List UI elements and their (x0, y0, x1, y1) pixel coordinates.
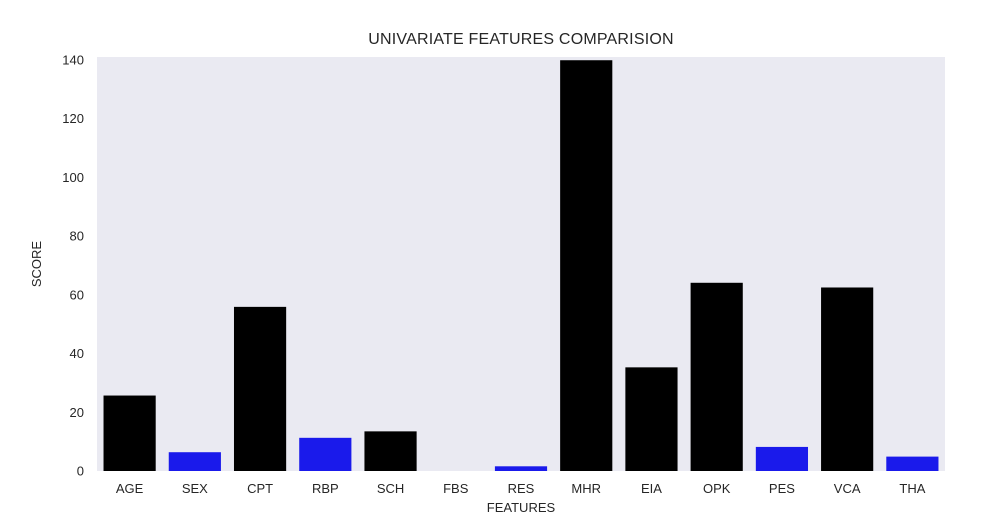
x-tick-label: THA (899, 481, 925, 496)
x-tick-label: SCH (377, 481, 404, 496)
x-tick-label: RBP (312, 481, 339, 496)
x-tick-label: AGE (116, 481, 144, 496)
y-tick-label: 0 (77, 464, 84, 479)
x-tick-label: OPK (703, 481, 731, 496)
bar-opk (690, 282, 743, 471)
x-tick-label: VCA (834, 481, 861, 496)
bar-res (494, 466, 548, 471)
bar-vca (821, 287, 874, 471)
bar-cpt (233, 306, 287, 471)
y-tick-label: 80 (70, 229, 84, 244)
x-tick-label: MHR (571, 481, 601, 496)
y-axis-label: SCORE (29, 241, 44, 288)
y-tick-label: 40 (70, 346, 84, 361)
plot-area (97, 57, 945, 471)
chart-title: UNIVARIATE FEATURES COMPARISION (368, 31, 674, 48)
bars (103, 60, 939, 471)
bar-sex (168, 452, 221, 471)
x-tick-label: PES (769, 481, 795, 496)
x-axis-label: FEATURES (487, 500, 556, 515)
bar-pes (755, 446, 809, 471)
x-tick-label: RES (508, 481, 535, 496)
bar-tha (886, 456, 939, 471)
x-tick-label: FBS (443, 481, 469, 496)
x-tick-label: CPT (247, 481, 273, 496)
bar-mhr (560, 60, 613, 471)
y-tick-label: 140 (62, 52, 84, 67)
x-axis: AGE SEX CPT RBP SCH FBS RES MHR EIA OPK PES VCA THA (116, 481, 926, 496)
y-tick-label: 60 (70, 287, 84, 302)
x-tick-label: EIA (641, 481, 662, 496)
x-tick-label: SEX (182, 481, 208, 496)
y-tick-label: 100 (62, 170, 84, 185)
bar-age (103, 395, 156, 471)
y-tick-label: 20 (70, 405, 84, 420)
bar-eia (625, 367, 678, 471)
bar-sch (364, 431, 417, 471)
bar-rbp (299, 437, 352, 471)
y-tick-label: 120 (62, 111, 84, 126)
y-axis: 0 20 40 60 80 100 120 140 (62, 52, 84, 478)
